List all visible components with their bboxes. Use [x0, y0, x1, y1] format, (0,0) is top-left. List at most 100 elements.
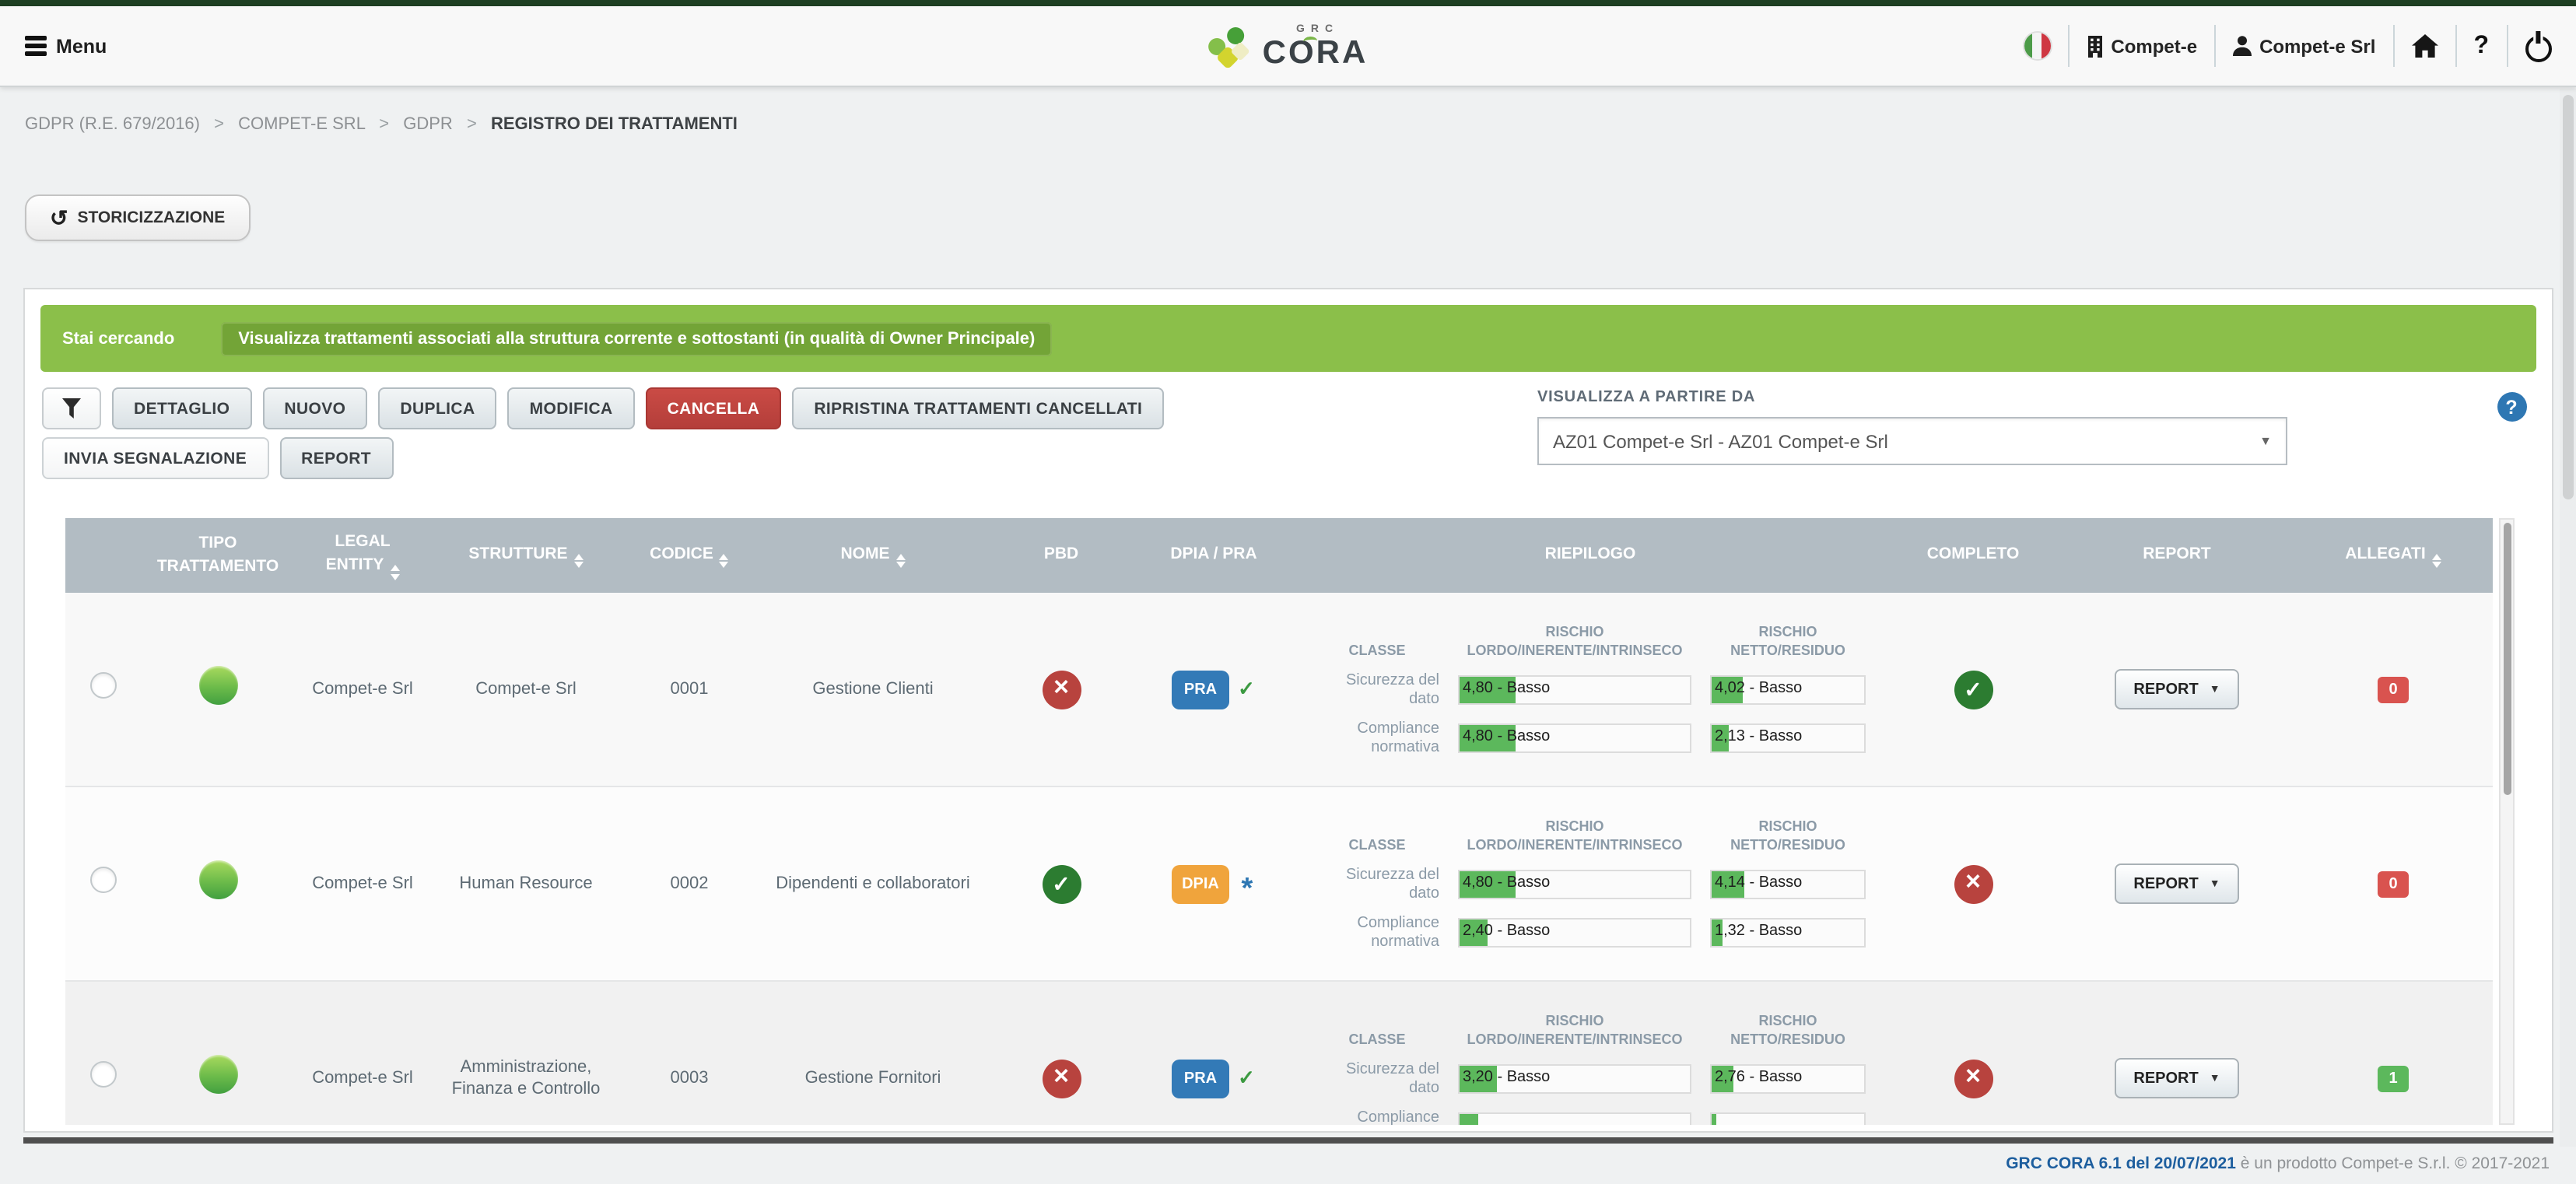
pra-button[interactable]: PRA — [1172, 670, 1229, 709]
page-scrollbar — [2559, 89, 2576, 1147]
risk-bar-netto: 2,76 - Basso — [1710, 1064, 1866, 1095]
logout-button[interactable] — [2525, 30, 2551, 61]
asterisk-icon — [1238, 864, 1256, 902]
power-icon — [2525, 35, 2551, 61]
risk-fill — [1460, 871, 1516, 899]
riepilogo-block: CLASSE RISCHIO LORDO/INERENTE/INTRINSECO… — [1315, 817, 1866, 951]
tipo-trattamento-icon — [198, 860, 237, 900]
sort-icon — [573, 553, 584, 569]
pbd-yes-icon — [1042, 864, 1081, 903]
risk-fill — [1460, 677, 1516, 704]
header-codice[interactable]: CODICE — [622, 518, 756, 593]
divider — [2214, 25, 2217, 67]
header-legal-entity[interactable]: LEGAL ENTITY — [296, 518, 429, 593]
ripristina-button[interactable]: RIPRISTINA TRATTAMENTI CANCELLATI — [792, 387, 1165, 429]
risk-bar-netto: 2,13 - Basso — [1710, 723, 1866, 754]
modifica-button[interactable]: MODIFICA — [507, 387, 635, 429]
horizontal-scrollbar-thumb[interactable] — [23, 1137, 2553, 1143]
filter-button[interactable] — [42, 387, 101, 429]
storicizzazione-button[interactable]: ↺ STORICIZZAZIONE — [25, 194, 251, 241]
risk-fill — [1712, 920, 1723, 947]
version-link[interactable]: GRC CORA 6.1 del 20/07/2021 — [2006, 1154, 2236, 1172]
risk-fill — [1712, 1066, 1733, 1093]
risk-bar-netto: 4,02 - Basso — [1710, 675, 1866, 706]
risk-fill — [1712, 725, 1729, 752]
page-footer: GRC CORA 6.1 del 20/07/2021 è un prodott… — [0, 1143, 2576, 1172]
row-report-button[interactable]: REPORT ▼ — [2115, 863, 2239, 904]
hamburger-icon — [25, 36, 47, 56]
duplica-button[interactable]: DUPLICA — [378, 387, 497, 429]
history-icon: ↺ — [50, 205, 68, 230]
legal-entity-cell: Compet-e Srl — [296, 786, 429, 982]
riepilogo-classe-header: CLASSE — [1348, 1032, 1406, 1047]
pra-button[interactable]: PRA — [1172, 1059, 1229, 1098]
row-radio[interactable] — [89, 672, 116, 699]
allegati-badge[interactable]: 0 — [2378, 870, 2409, 897]
legal-entity-cell: Compet-e Srl — [296, 981, 429, 1125]
breadcrumb-item[interactable]: GDPR — [403, 115, 453, 134]
completo-no-icon — [1954, 1059, 1992, 1098]
divider — [2067, 25, 2070, 67]
allegati-badge[interactable]: 0 — [2378, 676, 2409, 702]
header-actions: Compet-e Compet-e Srl ? — [2024, 25, 2551, 67]
classe-label: Compliance normativa — [1357, 720, 1439, 756]
classe-label: Compliance normativa — [1357, 915, 1439, 951]
tipo-trattamento-icon — [198, 1055, 237, 1095]
row-radio[interactable] — [89, 867, 116, 894]
cancella-button[interactable]: CANCELLA — [645, 387, 782, 429]
logo-cora: CORA — [1262, 34, 1369, 70]
page-scrollbar-thumb[interactable] — [2562, 95, 2573, 499]
cora-logo-icon — [1207, 25, 1250, 69]
header-completo: COMPLETO — [1886, 518, 2060, 593]
header-strutture[interactable]: STRUTTURE — [429, 518, 622, 593]
chevron-down-icon: ▼ — [2209, 1073, 2220, 1084]
table-row: Compet-e Srl Compet-e Srl 0001 Gestione … — [65, 593, 2493, 787]
riepilogo-netto-header: RISCHIO NETTO/RESIDUO — [1730, 818, 1845, 853]
search-context-label: Stai cercando — [62, 329, 175, 348]
visualizza-label: VISUALIZZA A PARTIRE DA — [1537, 389, 1756, 406]
funnel-icon — [62, 398, 81, 419]
header-nome[interactable]: NOME — [756, 518, 990, 593]
riepilogo-netto-header: RISCHIO NETTO/RESIDUO — [1730, 1012, 1845, 1047]
table-row: Compet-e Srl Amministrazione, Finanza e … — [65, 981, 2493, 1125]
allegati-badge[interactable]: 1 — [2378, 1065, 2409, 1091]
breadcrumb-separator: > — [379, 115, 390, 134]
codice-cell: 0002 — [622, 786, 756, 982]
header-allegati[interactable]: ALLEGATI — [2294, 518, 2493, 593]
table-scrollbar-thumb[interactable] — [2503, 523, 2511, 795]
breadcrumb-item[interactable]: GDPR (R.E. 679/2016) — [25, 115, 200, 134]
help-button[interactable]: ? — [2473, 32, 2489, 58]
visualizza-a-partire-da: VISUALIZZA A PARTIRE DA AZ01 Compet-e Sr… — [1537, 389, 2287, 465]
invia-segnalazione-button[interactable]: INVIA SEGNALAZIONE — [42, 437, 269, 479]
classe-label: Compliance normativa — [1357, 1109, 1439, 1125]
user-icon — [2233, 36, 2252, 56]
risk-bar-lordo: 4,80 - Basso — [1458, 723, 1691, 754]
sort-icon — [895, 553, 906, 569]
row-report-button[interactable]: REPORT ▼ — [2115, 669, 2239, 709]
company-menu[interactable]: Compet-e — [2086, 35, 2197, 57]
riepilogo-lordo-header: RISCHIO LORDO/INERENTE/INTRINSECO — [1467, 1012, 1683, 1047]
header-tipo-trattamento: TIPO TRATTAMENTO — [140, 518, 296, 593]
report-toolbar-button[interactable]: REPORT — [279, 437, 394, 479]
table-header-row: TIPO TRATTAMENTO LEGAL ENTITY STRUTTURE … — [65, 518, 2493, 593]
header-report: REPORT — [2060, 518, 2294, 593]
risk-bar-lordo: 4,80 - Basso — [1458, 870, 1691, 900]
dpia-button[interactable]: DPIA — [1171, 864, 1230, 903]
codice-cell: 0001 — [622, 593, 756, 787]
risk-fill — [1712, 677, 1743, 704]
risk-bar-netto — [1710, 1112, 1866, 1125]
nome-cell: Gestione Fornitori — [756, 981, 990, 1125]
sort-icon — [390, 565, 400, 580]
page-help-icon[interactable]: ? — [2497, 392, 2526, 422]
breadcrumb-item[interactable]: COMPET-E SRL — [238, 115, 366, 134]
home-button[interactable] — [2411, 34, 2438, 58]
row-report-button[interactable]: REPORT ▼ — [2115, 1058, 2239, 1098]
row-radio[interactable] — [89, 1061, 116, 1088]
menu-button[interactable]: Menu — [25, 35, 107, 57]
visualizza-select[interactable]: AZ01 Compet-e Srl - AZ01 Compet-e Srl ▼ — [1537, 417, 2287, 465]
risk-fill — [1460, 1066, 1497, 1093]
user-menu[interactable]: Compet-e Srl — [2233, 35, 2375, 57]
nuovo-button[interactable]: NUOVO — [262, 387, 368, 429]
language-flag-icon[interactable] — [2024, 33, 2051, 59]
dettaglio-button[interactable]: DETTAGLIO — [112, 387, 252, 429]
